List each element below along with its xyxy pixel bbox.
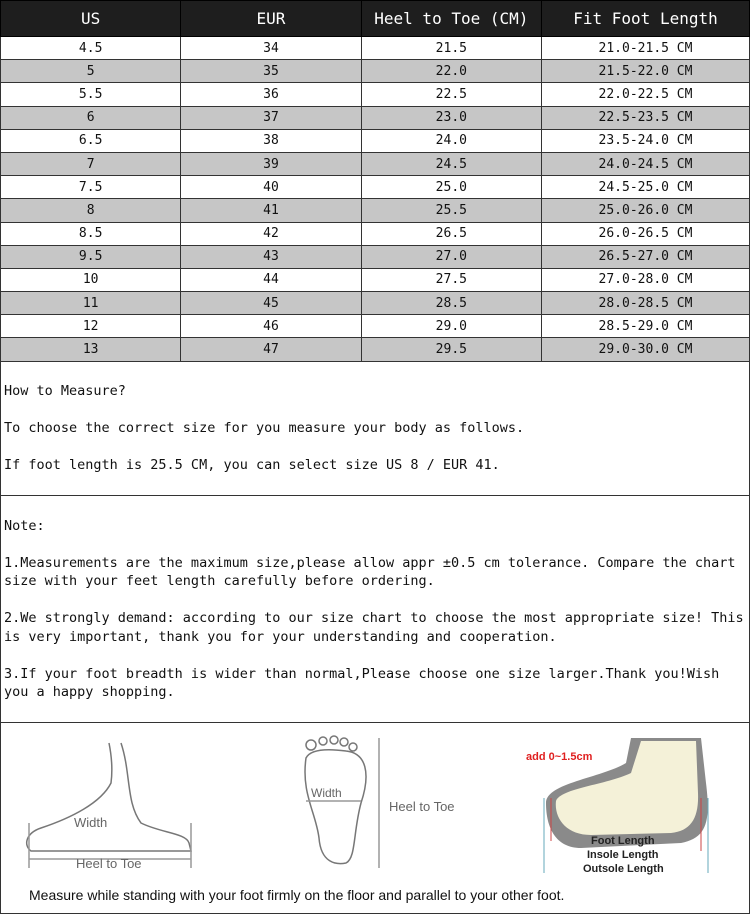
table-row: 6 37 23.0 22.5-23.5 CM [0,105,750,130]
table-row: 11 45 28.5 28.0-28.5 CM [0,291,750,316]
outsole-length-label: Outsole Length [583,863,664,875]
table-cell: 44 [180,267,362,293]
table-row: 9.5 43 27.0 26.5-27.0 CM [0,244,750,269]
table-cell: 28.5-29.0 CM [541,314,750,339]
table-cell: 21.0-21.5 CM [541,35,750,61]
table-cell: 36 [180,82,362,107]
table-cell: 9.5 [0,244,182,269]
table-cell: 25.0-26.0 CM [541,198,750,223]
table-cell: 24.0-24.5 CM [541,151,750,177]
table-cell: 27.5 [360,267,543,293]
table-cell: 5 [0,59,182,84]
side-width-label: Width [74,815,107,830]
table-row: 12 46 29.0 28.5-29.0 CM [0,314,750,339]
table-cell: 11 [0,291,182,316]
measurement-diagrams: Width Heel to Toe Width Heel to Toe add … [0,723,750,914]
table-cell: 24.5 [360,151,543,177]
add-tolerance-label: add 0~1.5cm [526,751,593,763]
table-cell: 12 [0,314,182,339]
table-cell: 29.0-30.0 CM [541,337,750,362]
table-row: 13 47 29.5 29.0-30.0 CM [0,337,750,362]
table-row: 5 35 22.0 21.5-22.0 CM [0,59,750,84]
table-cell: 40 [180,175,362,200]
table-cell: 8 [0,198,182,223]
header-row: US EUR Heel to Toe (CM) Fit Foot Length [0,0,750,37]
table-cell: 42 [180,221,362,246]
table-row: 10 44 27.5 27.0-28.0 CM [0,267,750,293]
measure-line: If foot length is 25.5 CM, you can selec… [4,457,500,474]
table-cell: 6.5 [0,128,182,153]
table-cell: 25.5 [360,198,543,223]
note-title: Note: [4,517,45,534]
column-header: US [0,0,182,37]
note-item: 2.We strongly demand: according to our s… [4,610,744,645]
table-cell: 24.0 [360,128,543,153]
table-cell: 26.5-27.0 CM [541,244,750,269]
table-cell: 35 [180,59,362,84]
table-cell: 34 [180,35,362,61]
notes: Note: 1.Measurements are the maximum siz… [0,496,750,724]
table-cell: 22.5 [360,82,543,107]
table-cell: 6 [0,105,182,130]
table-cell: 10 [0,267,182,293]
insole-length-label: Insole Length [587,849,659,861]
table-row: 7.5 40 25.0 24.5-25.0 CM [0,175,750,200]
foot-length-label: Foot Length [591,835,655,847]
table-row: 7 39 24.5 24.0-24.5 CM [0,151,750,177]
table-cell: 22.5-23.5 CM [541,105,750,130]
table-cell: 7.5 [0,175,182,200]
table-cell: 24.5-25.0 CM [541,175,750,200]
note-item: 1.Measurements are the maximum size,plea… [4,554,744,590]
table-cell: 28.5 [360,291,543,316]
table-cell: 27.0 [360,244,543,269]
table-cell: 23.0 [360,105,543,130]
table-cell: 41 [180,198,362,223]
table-cell: 29.5 [360,337,543,362]
measure-line: To choose the correct size for you measu… [4,420,525,437]
sole-illustration [304,735,380,869]
table-row: 8.5 42 26.5 26.0-26.5 CM [0,221,750,246]
table-cell: 5.5 [0,82,182,107]
table-cell: 39 [180,151,362,177]
table-cell: 25.0 [360,175,543,200]
note-item: 3.If your foot breadth is wider than nor… [4,665,728,701]
measure-caption: Measure while standing with your foot fi… [29,887,565,904]
table-cell: 7 [0,151,182,177]
table-cell: 23.5-24.0 CM [541,128,750,153]
table-cell: 21.5 [360,35,543,61]
table-row: 5.5 36 22.5 22.0-22.5 CM [0,82,750,107]
table-cell: 13 [0,337,182,362]
column-header: Heel to Toe (CM) [360,0,543,37]
diagram-svg: Width Heel to Toe Width Heel to Toe add … [25,735,709,875]
table-cell: 43 [180,244,362,269]
table-cell: 27.0-28.0 CM [541,267,750,293]
table-cell: 29.0 [360,314,543,339]
column-header: EUR [180,0,362,37]
size-chart-table: US EUR Heel to Toe (CM) Fit Foot Length 4.5… [0,0,750,362]
table-cell: 45 [180,291,362,316]
sole-width-label: Width [311,786,342,800]
column-header: Fit Foot Length [541,0,750,37]
table-cell: 22.0-22.5 CM [541,82,750,107]
table-cell: 28.0-28.5 CM [541,291,750,316]
table-row: 8 41 25.5 25.0-26.0 CM [0,198,750,223]
measure-title: How to Measure? [4,383,126,400]
side-heel-label: Heel to Toe [76,856,142,871]
sole-heel-label: Heel to Toe [389,799,455,814]
how-to-measure: How to Measure? To choose the correct si… [0,361,750,497]
side-foot-illustration [25,742,192,869]
table-cell: 38 [180,128,362,153]
table-cell: 47 [180,337,362,362]
table-cell: 22.0 [360,59,543,84]
table-row: 6.5 38 24.0 23.5-24.0 CM [0,128,750,153]
table-cell: 21.5-22.0 CM [541,59,750,84]
table-row: 4.5 34 21.5 21.0-21.5 CM [0,35,750,61]
table-cell: 26.5 [360,221,543,246]
table-cell: 37 [180,105,362,130]
table-cell: 8.5 [0,221,182,246]
table-cell: 4.5 [0,35,182,61]
table-cell: 46 [180,314,362,339]
table-cell: 26.0-26.5 CM [541,221,750,246]
